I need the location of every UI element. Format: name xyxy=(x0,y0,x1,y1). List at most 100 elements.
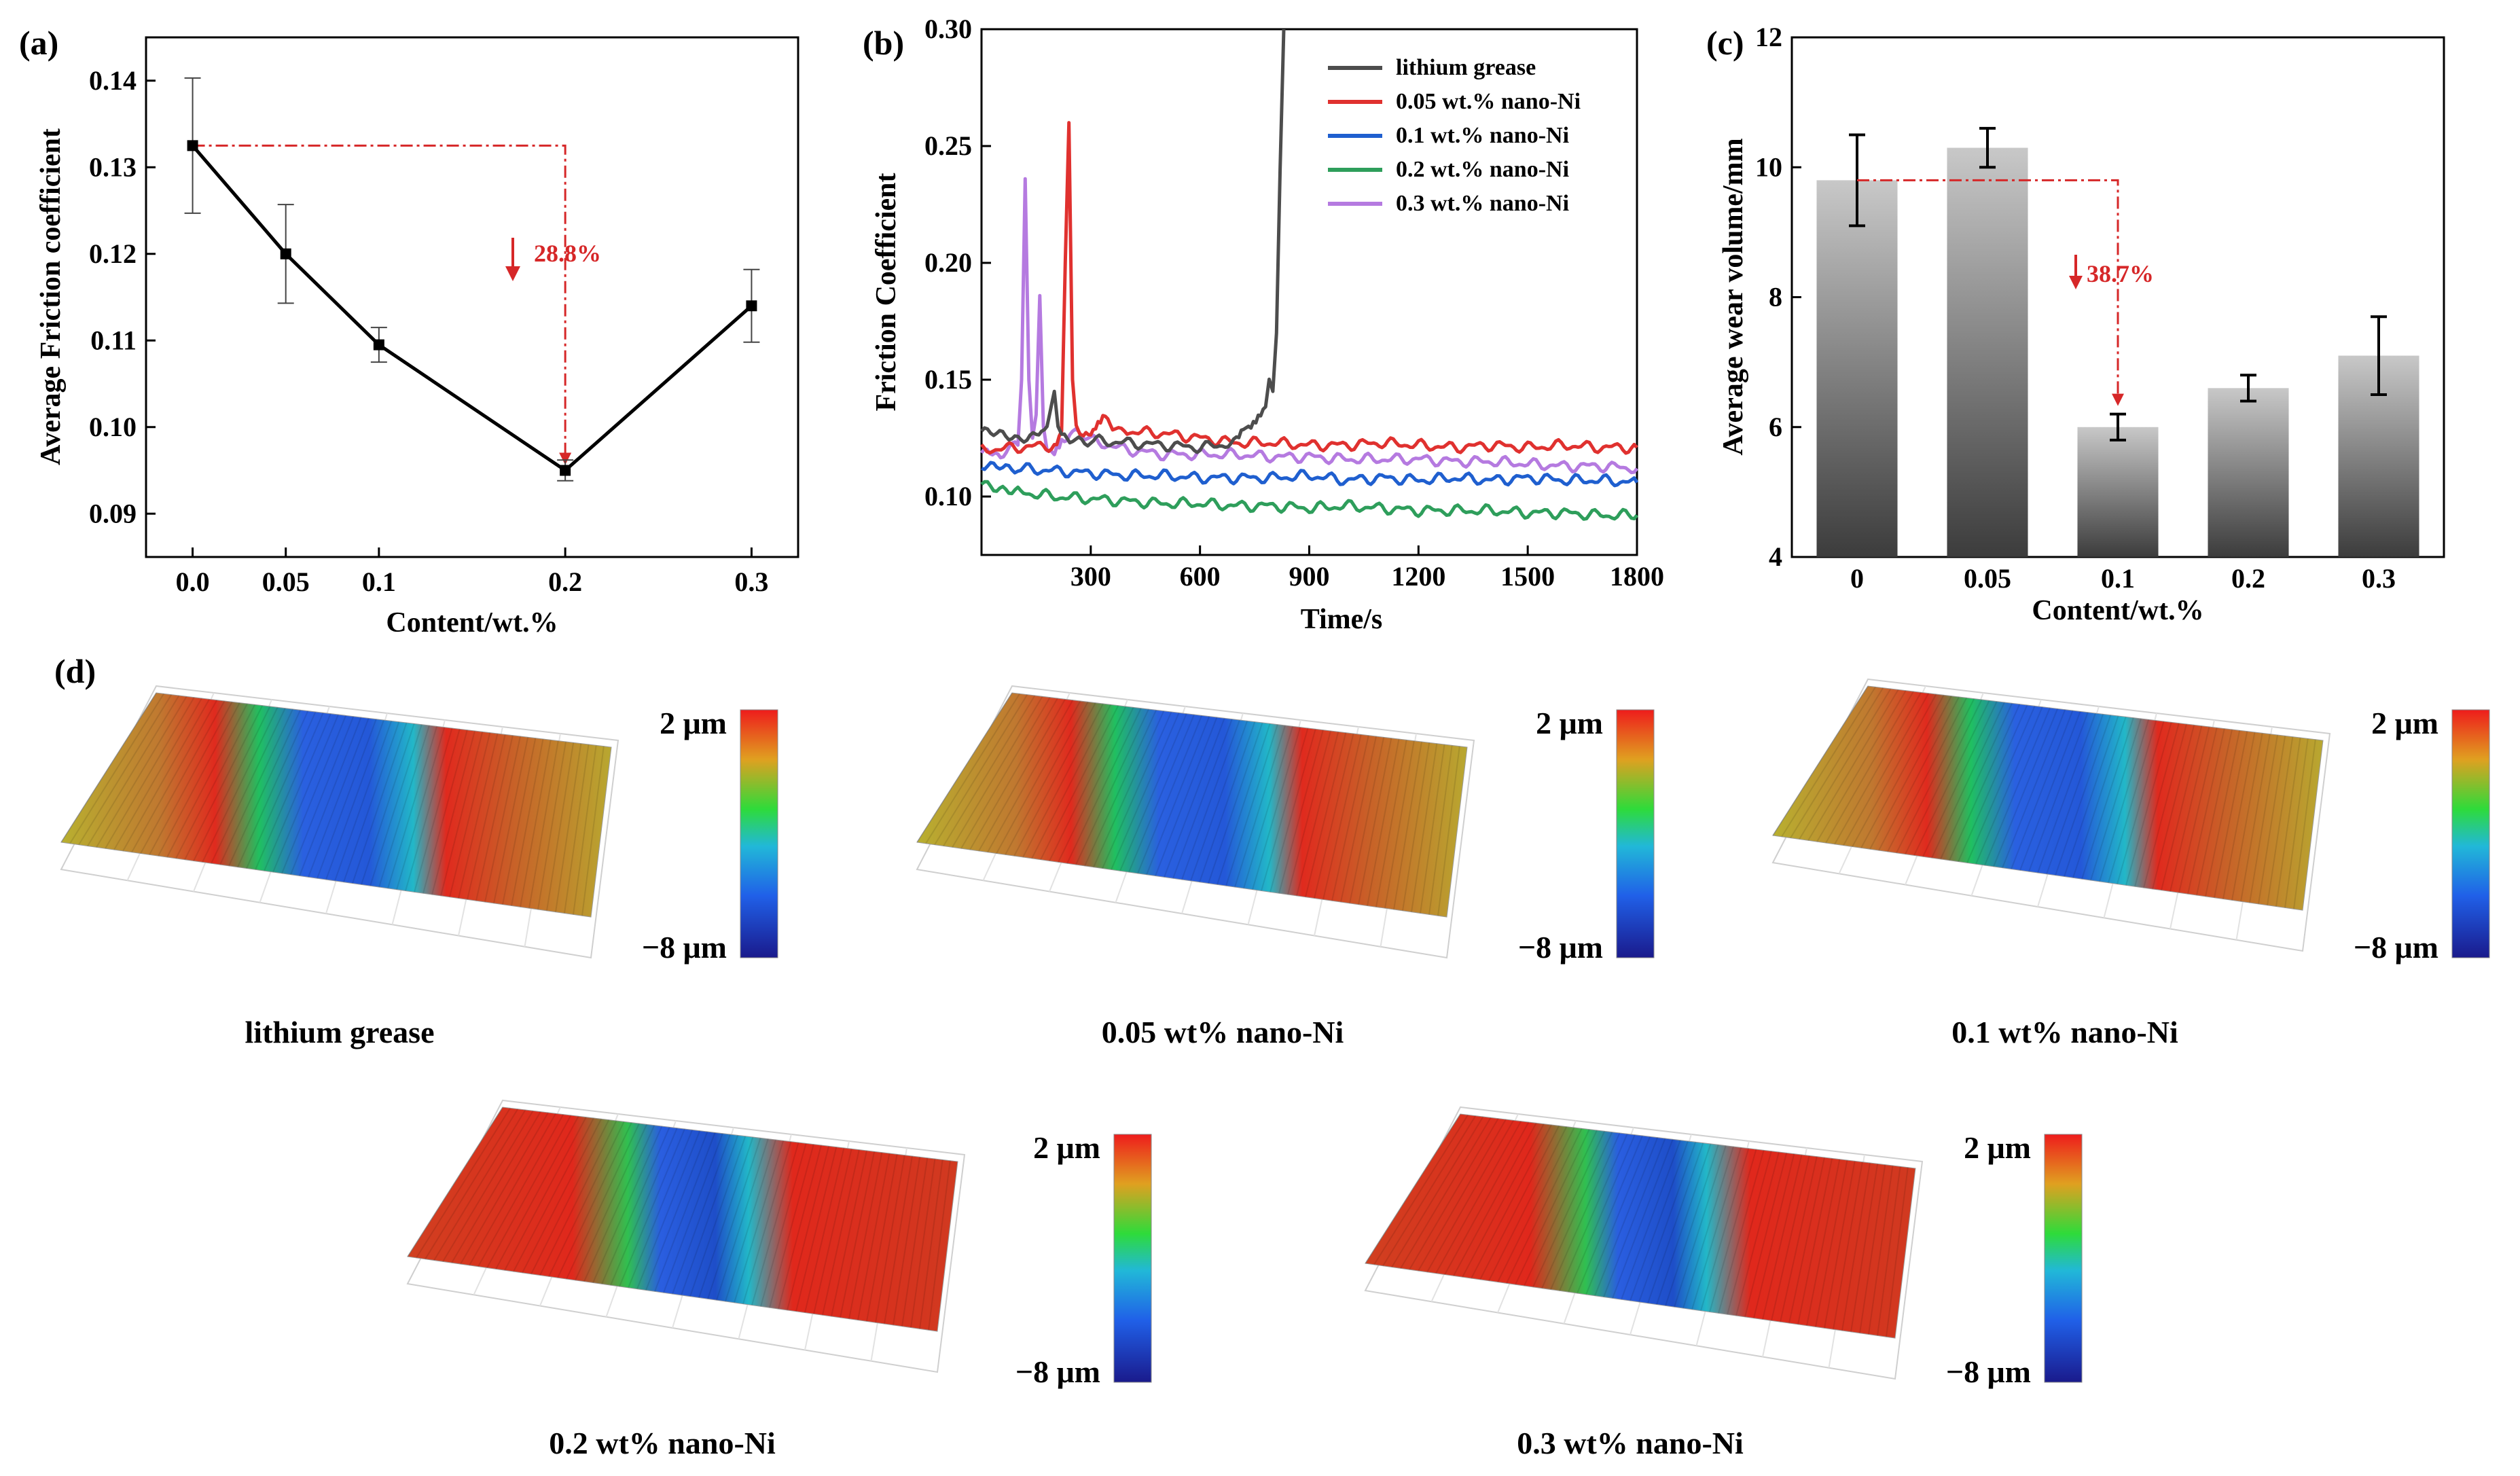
surface-texture xyxy=(1550,1132,1621,1290)
surface-texture xyxy=(1435,1121,1522,1274)
surface-texture xyxy=(1058,706,1134,863)
b-legend-label: 0.05 wt.% nano-Ni xyxy=(1396,89,1581,114)
surface-texture xyxy=(2143,723,2187,888)
surface-texture xyxy=(1358,738,1392,905)
surface-texture xyxy=(1887,697,1968,852)
panel-b-ylabel: Friction Coefficient xyxy=(871,173,902,411)
surface-texture xyxy=(2214,731,2248,898)
colorbar-max-label: 2 μm xyxy=(660,706,727,740)
surface-texture xyxy=(928,1160,951,1331)
surface-texture xyxy=(1524,1130,1598,1286)
c-xtick-label: 0.2 xyxy=(2231,563,2265,594)
a-ytick-label: 0.11 xyxy=(90,325,137,355)
surface-texture xyxy=(1373,1114,1469,1265)
surface-1: 2 μm −8 μm 0.05 wt% nano-Ni xyxy=(916,685,1655,1049)
surface-texture xyxy=(1850,1164,1879,1332)
surface-texture xyxy=(2178,727,2218,893)
surface-texture xyxy=(361,723,415,885)
surface-texture xyxy=(202,706,278,863)
surface-texture xyxy=(370,724,422,886)
surface-texture xyxy=(1411,743,1438,912)
surface-texture xyxy=(840,1151,876,1318)
surface-texture xyxy=(530,1119,610,1275)
surface-texture xyxy=(1146,716,1210,876)
surface-texture xyxy=(478,1114,564,1267)
surface-texture xyxy=(1426,1119,1515,1273)
surface-texture xyxy=(1234,725,1286,888)
surface-texture xyxy=(1066,708,1142,864)
surface-texture xyxy=(1444,1121,1530,1275)
panel-c-ylabel: Average wear volume/mm xyxy=(1718,138,1749,455)
colorbar-min-label: −8 μm xyxy=(642,930,727,965)
surface-texture xyxy=(1966,705,2036,863)
surface-texture xyxy=(451,1111,541,1263)
surface-texture xyxy=(1075,708,1149,865)
surface-texture xyxy=(511,738,544,906)
surface-texture xyxy=(2152,725,2195,890)
a-series-line xyxy=(191,144,753,473)
a-xtick-label: 0.3 xyxy=(734,566,768,597)
b-ytick-label: 0.10 xyxy=(924,481,972,511)
colorbar xyxy=(740,709,778,958)
panel-a-ticks: 0.09 0.10 0.11 0.12 0.13 0.14 0.0 0.05 0.1 0.2 0.3 xyxy=(89,65,768,597)
colorbar xyxy=(1113,1134,1152,1383)
surface-texture xyxy=(1365,1113,1461,1264)
surface-texture xyxy=(1825,691,1914,844)
surface-texture xyxy=(537,741,566,910)
surface-texture xyxy=(1382,1115,1477,1267)
surface-texture xyxy=(1428,745,1453,915)
surface-texture xyxy=(228,709,302,867)
surface-texture xyxy=(113,698,202,850)
surface-2: 2 μm −8 μm 0.1 wt% nano-Ni xyxy=(1771,678,2490,1049)
surface-texture xyxy=(919,1159,943,1329)
colorbar-min-label: −8 μm xyxy=(1518,930,1603,965)
surface-texture xyxy=(1700,1148,1750,1311)
surface-texture xyxy=(475,735,514,901)
b-ytick-label: 0.15 xyxy=(924,364,972,395)
surface-texture xyxy=(916,692,1013,843)
surface-texture xyxy=(1896,698,1975,854)
a-xtick-label: 0.05 xyxy=(262,566,310,597)
surface-texture xyxy=(1102,711,1172,869)
surface-texture xyxy=(484,736,521,903)
surface-texture xyxy=(1225,724,1278,886)
surface-texture xyxy=(822,1149,860,1316)
surface-texture xyxy=(1905,699,1983,854)
surface-texture xyxy=(1040,705,1119,861)
surface-texture xyxy=(175,704,256,859)
surface-texture xyxy=(1834,691,1922,845)
surface-texture xyxy=(1718,1150,1765,1314)
surface-texture xyxy=(1843,693,1930,846)
surface-texture xyxy=(1471,1124,1552,1279)
surface-texture xyxy=(2293,739,2316,910)
surface-caption: lithium grease xyxy=(245,1015,435,1049)
surface-texture xyxy=(2170,726,2210,892)
surface-texture xyxy=(831,1150,867,1317)
surface-texture xyxy=(425,1109,519,1260)
surface-texture xyxy=(158,702,240,857)
surface-texture xyxy=(866,1154,898,1322)
surface-texture xyxy=(1305,732,1347,897)
colorbar xyxy=(1616,709,1655,958)
surface-texture xyxy=(281,715,347,874)
surface-texture xyxy=(246,711,317,869)
surface-texture xyxy=(237,710,309,868)
surface-texture xyxy=(1860,694,1945,848)
surface-texture xyxy=(1877,1166,1901,1336)
surface-texture xyxy=(778,1145,822,1310)
surface-texture xyxy=(78,694,173,846)
surface-texture xyxy=(69,693,165,844)
panel-a-annotation-arrow-head xyxy=(505,266,520,281)
surface-texture xyxy=(166,703,248,858)
surface-texture xyxy=(1137,715,1203,874)
b-series-3 xyxy=(980,480,1638,521)
surface-4: 2 μm −8 μm 0.3 wt% nano-Ni xyxy=(1364,1106,2083,1460)
surface-texture xyxy=(1314,733,1354,899)
c-reduction-arrowhead xyxy=(2112,393,2124,406)
b-xtick-label: 900 xyxy=(1289,561,1330,592)
surface-texture xyxy=(2125,722,2172,886)
surface-3: 2 μm −8 μm 0.2 wt% nano-Ni xyxy=(406,1099,1152,1460)
surface-texture xyxy=(1367,738,1400,906)
surface-texture xyxy=(1788,1157,1825,1324)
surface-texture xyxy=(1393,741,1422,910)
